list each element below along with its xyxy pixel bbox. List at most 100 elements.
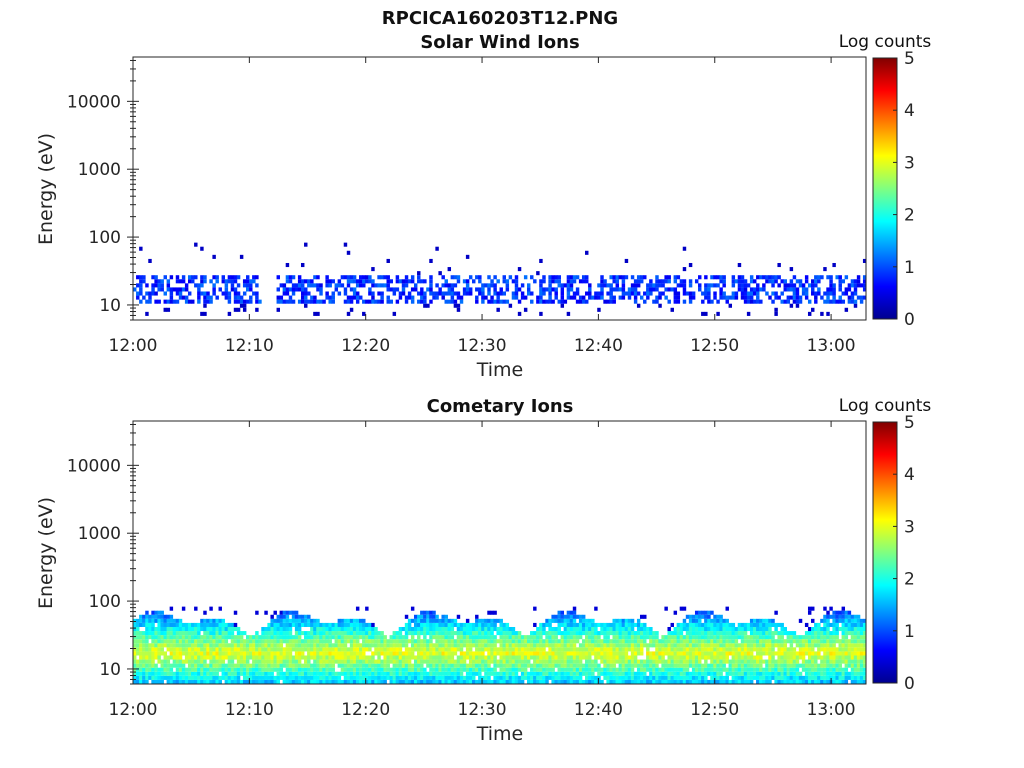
heatmap-cell xyxy=(371,291,375,296)
heatmap-cell xyxy=(743,659,748,664)
heatmap-cell xyxy=(624,622,629,627)
heatmap-cell xyxy=(178,618,183,623)
heatmap-cell xyxy=(270,626,274,632)
heatmap-cell xyxy=(753,671,757,676)
heatmap-cell xyxy=(359,671,363,676)
heatmap-cell xyxy=(548,287,552,292)
heatmap-cell xyxy=(337,631,342,636)
heatmap-cell xyxy=(551,275,555,280)
heatmap-cell xyxy=(426,614,430,619)
heatmap-cell xyxy=(725,651,729,656)
heatmap-cell xyxy=(511,659,516,664)
heatmap-cell xyxy=(688,675,693,680)
heatmap-cell xyxy=(661,655,665,660)
heatmap-cell xyxy=(307,622,311,627)
heatmap-cell xyxy=(673,667,678,672)
heatmap-cell xyxy=(517,647,522,652)
heatmap-cell xyxy=(224,663,229,668)
heatmap-cell xyxy=(523,675,528,680)
heatmap-cell xyxy=(554,643,558,648)
heatmap-cell xyxy=(191,299,195,304)
heatmap-cell xyxy=(209,606,213,611)
heatmap-cell xyxy=(288,635,293,640)
heatmap-cell xyxy=(777,679,781,684)
heatmap-cell xyxy=(707,655,711,660)
heatmap-cell xyxy=(270,643,274,648)
heatmap-cell xyxy=(496,299,500,304)
heatmap-cell xyxy=(560,651,565,656)
heatmap-cell xyxy=(420,659,424,664)
heatmap-cell xyxy=(823,614,827,619)
heatmap-cell xyxy=(184,283,189,288)
heatmap-cell xyxy=(426,643,430,648)
heatmap-cell xyxy=(417,639,421,644)
heatmap-cell xyxy=(355,667,360,672)
heatmap-cell xyxy=(856,675,861,680)
heatmap-cell xyxy=(523,671,528,676)
heatmap-cell xyxy=(691,675,696,680)
heatmap-cell xyxy=(404,622,409,627)
heatmap-cell xyxy=(731,655,736,660)
heatmap-cell xyxy=(444,622,448,627)
heatmap-cell xyxy=(508,667,513,672)
heatmap-cell xyxy=(664,675,668,680)
heatmap-cell xyxy=(154,299,158,304)
heatmap-cell xyxy=(148,663,152,668)
heatmap-cell xyxy=(661,639,665,644)
heatmap-cell xyxy=(313,663,317,668)
heatmap-cell xyxy=(679,626,684,632)
heatmap-cell xyxy=(771,291,775,296)
heatmap-cell xyxy=(136,635,140,640)
heatmap-cell xyxy=(716,663,720,668)
heatmap-cell xyxy=(722,663,726,668)
heatmap-cell xyxy=(853,655,858,660)
heatmap-cell xyxy=(218,679,222,684)
heatmap-cell xyxy=(633,679,638,684)
heatmap-cell xyxy=(737,279,742,284)
heatmap-cell xyxy=(768,295,772,300)
heatmap-cell xyxy=(710,622,714,627)
heatmap-cell xyxy=(316,635,320,640)
heatmap-cell xyxy=(187,635,192,640)
heatmap-cell xyxy=(603,635,607,640)
heatmap-cell xyxy=(386,299,390,304)
heatmap-cell xyxy=(465,291,470,296)
heatmap-cell xyxy=(856,659,861,664)
heatmap-cell xyxy=(294,655,299,660)
heatmap-cell xyxy=(148,618,152,623)
heatmap-cell xyxy=(710,639,714,644)
heatmap-cell xyxy=(707,635,711,640)
heatmap-cell xyxy=(319,283,323,288)
heatmap-cell xyxy=(310,651,314,656)
heatmap-cell xyxy=(304,622,308,627)
heatmap-cell xyxy=(688,262,693,268)
heatmap-cell xyxy=(365,671,369,676)
heatmap-cell xyxy=(279,659,284,664)
heatmap-cell xyxy=(859,622,864,627)
heatmap-cell xyxy=(554,279,558,284)
heatmap-cell xyxy=(493,671,497,676)
heatmap-cell xyxy=(801,663,806,668)
heatmap-cell xyxy=(829,671,833,676)
heatmap-cell xyxy=(258,635,262,640)
heatmap-cell xyxy=(413,614,418,619)
heatmap-cell xyxy=(756,675,760,680)
heatmap-cell xyxy=(404,651,409,656)
heatmap-cell xyxy=(679,679,684,684)
heatmap-cell xyxy=(698,618,702,623)
heatmap-cell xyxy=(572,679,577,684)
heatmap-cell xyxy=(530,631,534,636)
heatmap-cell xyxy=(447,671,452,676)
heatmap-cell xyxy=(789,647,794,652)
heatmap-cell xyxy=(676,291,681,296)
heatmap-cell xyxy=(187,275,192,280)
heatmap-cell xyxy=(468,671,473,676)
heatmap-cell xyxy=(526,639,531,644)
heatmap-cell xyxy=(371,279,375,284)
heatmap-cell xyxy=(673,659,678,664)
heatmap-cell xyxy=(389,667,393,672)
heatmap-cell xyxy=(493,639,497,644)
heatmap-cell xyxy=(365,679,369,684)
heatmap-cell xyxy=(133,618,137,623)
heatmap-cell xyxy=(444,291,448,296)
